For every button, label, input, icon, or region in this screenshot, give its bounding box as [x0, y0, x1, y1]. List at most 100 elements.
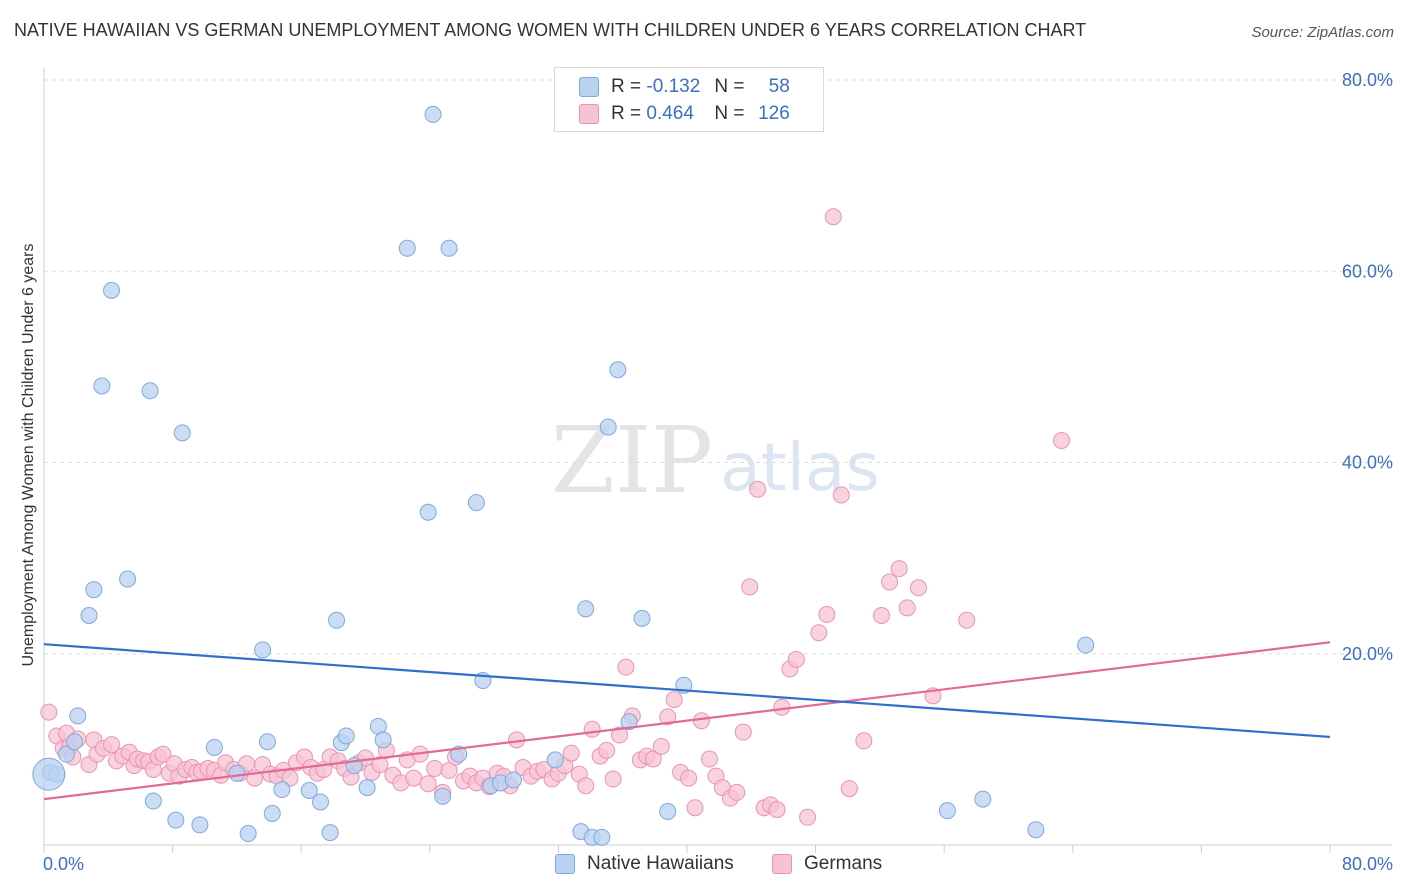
german-point: [873, 607, 891, 624]
legend-item-native-hawaiians: Native Hawaiians: [555, 853, 734, 875]
german-point: [577, 777, 595, 795]
german-point: [890, 560, 908, 578]
native-hawaiians-trend-line: [43, 643, 1331, 739]
german-point: [665, 691, 683, 709]
german-point: [644, 750, 662, 768]
grid-lines: [44, 79, 1392, 655]
legend-label-germans: Germans: [804, 853, 883, 874]
native-hawaiian-point: [273, 781, 291, 799]
german-point: [1053, 432, 1071, 450]
correlation-legend: R = -0.132 N = 58 R = 0.464 N = 126: [554, 67, 824, 132]
y-tick-label: 60.0%: [1342, 261, 1393, 281]
tick-labels: 20.0% 40.0% 60.0% 80.0% 0.0% 80.0%: [43, 70, 1393, 874]
native-hawaiian-point: [263, 804, 281, 822]
native-hawaiian-point: [593, 828, 611, 846]
native-hawaiian-point: [103, 281, 121, 299]
german-point: [741, 578, 759, 596]
legend-r-value-german: 0.464: [646, 103, 694, 124]
native-hawaiian-point: [69, 707, 87, 725]
native-hawaiian-point: [450, 745, 468, 763]
german-point: [749, 480, 767, 498]
native-hawaiians-swatch: [555, 854, 575, 874]
native-hawaiian-point: [300, 781, 318, 799]
german-point: [855, 732, 873, 750]
native-hawaiian-point: [467, 494, 485, 512]
native-hawaiian-point: [419, 503, 437, 521]
native-hawaiian-point: [633, 609, 651, 627]
legend-r-value-native: -0.132: [646, 76, 701, 97]
german-point: [824, 208, 842, 226]
german-point: [426, 760, 444, 777]
german-point: [419, 775, 437, 793]
native-hawaiians-swatch: [579, 77, 599, 97]
native-hawaiian-point: [440, 239, 458, 257]
german-point: [371, 756, 389, 774]
native-hawaiian-point: [80, 607, 98, 624]
german-point: [103, 736, 121, 754]
native-hawaiian-point: [321, 824, 339, 842]
watermark-zip: ZIP: [551, 407, 713, 514]
native-hawaiian-point: [620, 713, 638, 731]
native-hawaiian-point: [85, 581, 103, 599]
native-hawaiian-point: [141, 382, 159, 400]
native-hawaiian-point: [546, 751, 564, 769]
native-hawaiian-point-cluster: [32, 757, 66, 791]
watermark-atlas: atlas: [720, 429, 880, 506]
german-point: [686, 799, 704, 817]
german-point: [958, 611, 976, 629]
legend-n-label: N =: [714, 76, 745, 97]
native-hawaiian-point: [191, 816, 209, 834]
germans-swatch: [772, 854, 792, 874]
german-point: [562, 744, 580, 762]
native-hawaiian-point: [398, 239, 416, 257]
german-point: [881, 573, 899, 591]
native-hawaiian-point: [119, 570, 137, 588]
legend-n-value-german: 126: [758, 103, 790, 124]
germans-trend-line: [43, 641, 1331, 801]
native-hawaiian-point: [974, 790, 992, 808]
german-point: [598, 741, 616, 759]
native-hawaiian-point: [374, 731, 392, 749]
legend-item-germans: Germans: [772, 853, 882, 875]
german-point: [810, 624, 828, 642]
german-point: [773, 698, 791, 716]
native-hawaiian-point: [258, 733, 276, 751]
native-hawaiian-point: [599, 418, 617, 436]
native-hawaiian-point: [577, 600, 595, 618]
german-point: [652, 738, 670, 756]
native-hawaiian-point: [504, 771, 522, 789]
y-tick-label: 80.0%: [1342, 70, 1393, 90]
german-point: [734, 723, 752, 741]
german-point: [154, 745, 172, 763]
german-point: [799, 808, 817, 826]
native-hawaiian-point: [434, 787, 452, 805]
axes: [43, 68, 1392, 853]
legend-row-native: R = -0.132 N = 58: [579, 75, 790, 99]
native-hawaiian-point: [311, 793, 329, 811]
native-hawaiian-point: [144, 792, 162, 810]
german-point: [701, 750, 719, 768]
native-hawaiian-point: [167, 811, 185, 829]
german-point: [405, 769, 423, 787]
native-hawaiian-point: [254, 641, 272, 659]
german-point: [617, 658, 635, 676]
native-hawaiian-point: [609, 361, 627, 379]
german-point: [728, 783, 746, 801]
series-legend: Native Hawaiians Germans: [0, 853, 1406, 877]
y-tick-label: 40.0%: [1342, 453, 1393, 473]
native-hawaiian-point: [358, 779, 376, 797]
x-tick-label-min: 0.0%: [43, 854, 84, 874]
germans-swatch: [579, 104, 599, 124]
native-hawaiians-points: [32, 105, 1095, 846]
native-hawaiian-point: [337, 727, 355, 745]
native-hawaiian-point: [1077, 636, 1095, 654]
legend-r-label: R =: [611, 76, 642, 97]
zipatlas-watermark: ZIP atlas: [551, 407, 880, 514]
x-tick-label-max: 80.0%: [1342, 854, 1393, 874]
german-point: [583, 720, 601, 738]
native-hawaiian-point: [93, 377, 111, 395]
trend-lines: [43, 641, 1331, 801]
german-point: [909, 579, 927, 597]
german-point: [840, 780, 858, 798]
